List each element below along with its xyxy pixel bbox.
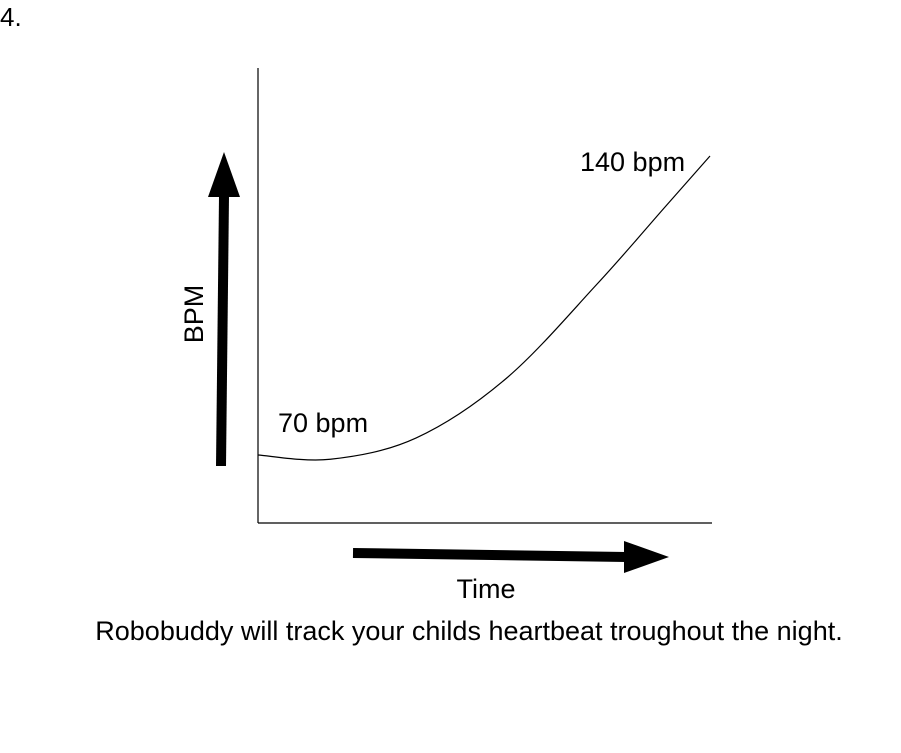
bpm-arrow-icon <box>208 152 240 467</box>
start-value-label: 70 bpm <box>278 408 368 438</box>
time-arrow-icon <box>352 541 669 573</box>
page-number: 4. <box>0 2 22 32</box>
x-axis-label: Time <box>457 574 516 604</box>
end-value-label: 140 bpm <box>580 147 685 177</box>
caption: Robobuddy will track your childs heartbe… <box>95 616 843 646</box>
series-line <box>257 155 711 461</box>
y-axis-label: BPM <box>179 285 209 344</box>
